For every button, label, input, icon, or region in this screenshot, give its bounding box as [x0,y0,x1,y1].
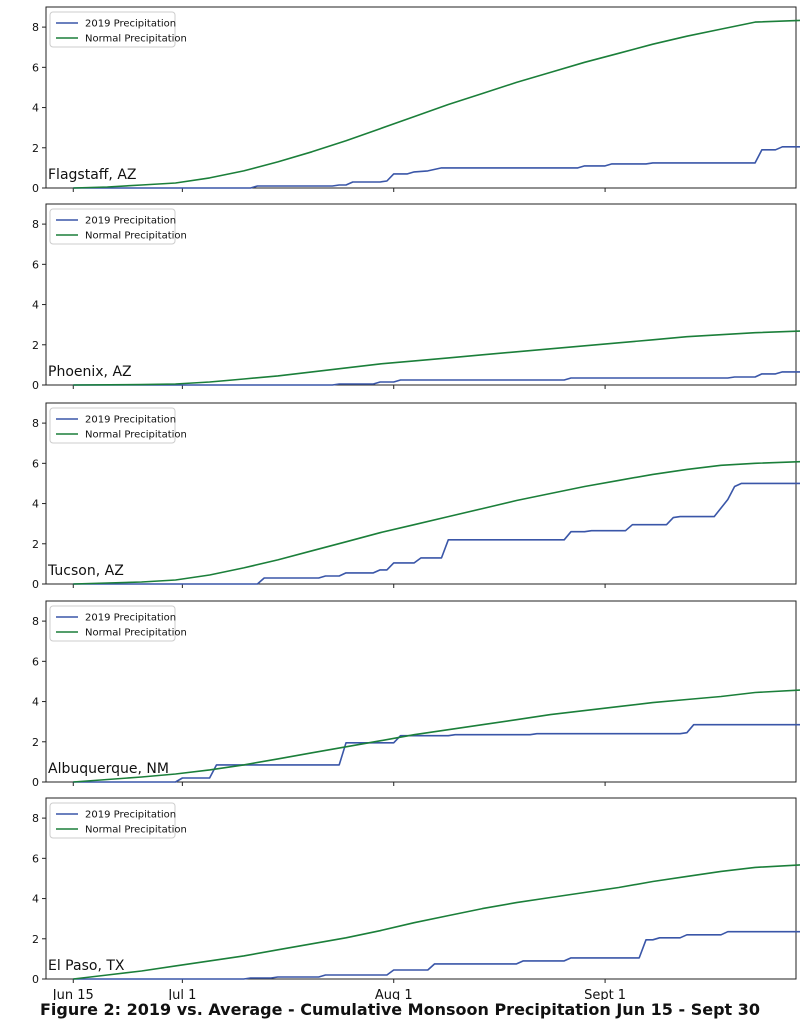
y-tick-label: 6 [32,61,39,74]
y-tick-label: 2 [32,142,39,155]
station-label: El Paso, TX [48,958,125,974]
chart-panel: 0 2 4 6 8 2019 Precipitation Normal Precipitat… [32,600,800,789]
series-line-2019 [73,723,800,783]
legend-entry-label: 2019 Precipitation [85,19,176,30]
figure-caption: Figure 2: 2019 vs. Average - Cumulative … [39,1000,761,1019]
station-label: Albuquerque, NM [48,761,169,777]
y-tick-label: 8 [32,218,39,231]
legend-entry-label: Normal Precipitation [85,34,187,45]
chart-panel: 0 2 4 6 8 2019 Precipitation Normal Precipitat… [32,203,800,392]
x-tick-label: Aug 1 [375,988,413,1000]
y-tick-label: 6 [32,457,39,470]
x-tick-label: Jun 15 [52,988,94,1000]
y-tick-label: 6 [32,258,39,271]
legend-entry-label: 2019 Precipitation [85,613,176,624]
y-tick-label: 4 [32,299,39,312]
legend-entry-label: Normal Precipitation [85,430,187,441]
x-tick-label: Sept 1 [584,988,626,1000]
y-tick-label: 0 [32,973,39,986]
chart-panel: 0 2 4 6 8 2019 Precipitation Normal Precipitat… [32,6,800,195]
series-line-2019 [73,930,800,980]
y-tick-label: 4 [32,893,39,906]
y-tick-label: 0 [32,379,39,392]
legend-entry-label: 2019 Precipitation [85,415,176,426]
series-line-2019 [73,371,800,386]
legend-box [49,11,176,48]
y-tick-label: 2 [32,933,39,946]
series-line-2019 [73,146,800,189]
y-tick-label: 8 [32,21,39,34]
y-tick-label: 2 [32,736,39,749]
y-tick-label: 4 [32,102,39,115]
y-tick-label: 4 [32,696,39,709]
legend-box [49,802,176,839]
chart-panel: 0 2 4 6 8 Jun 15 Jul 1 Aug 1 Sept 1 2019 Precipit… [32,797,800,1000]
station-label: Phoenix, AZ [48,364,132,380]
y-tick-label: 8 [32,812,39,825]
series-line-normal [73,864,800,980]
legend-box [49,605,176,642]
y-tick-label: 4 [32,498,39,511]
chart-panel: 0 2 4 6 8 2019 Precipitation Normal Precipitat… [32,402,800,591]
y-tick-label: 8 [32,417,39,430]
station-label: Flagstaff, AZ [48,167,136,183]
x-tick-label: Jul 1 [167,988,196,1000]
series-line-normal [73,330,800,386]
y-tick-label: 8 [32,615,39,628]
legend-entry-label: Normal Precipitation [85,231,187,242]
y-tick-label: 0 [32,182,39,195]
series-line-normal [73,460,800,585]
precipitation-figure: 0 2 4 6 8 2019 Precipitation Normal Precipitat… [32,6,800,1000]
y-tick-label: 2 [32,339,39,352]
station-label: Tucson, AZ [47,563,124,579]
legend-box [49,407,176,444]
y-tick-label: 6 [32,852,39,865]
legend-box [49,208,176,245]
y-tick-label: 2 [32,538,39,551]
series-line-normal [73,19,800,189]
legend-entry-label: Normal Precipitation [85,825,187,836]
y-tick-label: 0 [32,578,39,591]
y-tick-label: 0 [32,776,39,789]
series-line-2019 [73,482,800,585]
series-line-normal [73,689,800,783]
y-tick-label: 6 [32,655,39,668]
legend-entry-label: 2019 Precipitation [85,810,176,821]
legend-entry-label: Normal Precipitation [85,628,187,639]
legend-entry-label: 2019 Precipitation [85,216,176,227]
